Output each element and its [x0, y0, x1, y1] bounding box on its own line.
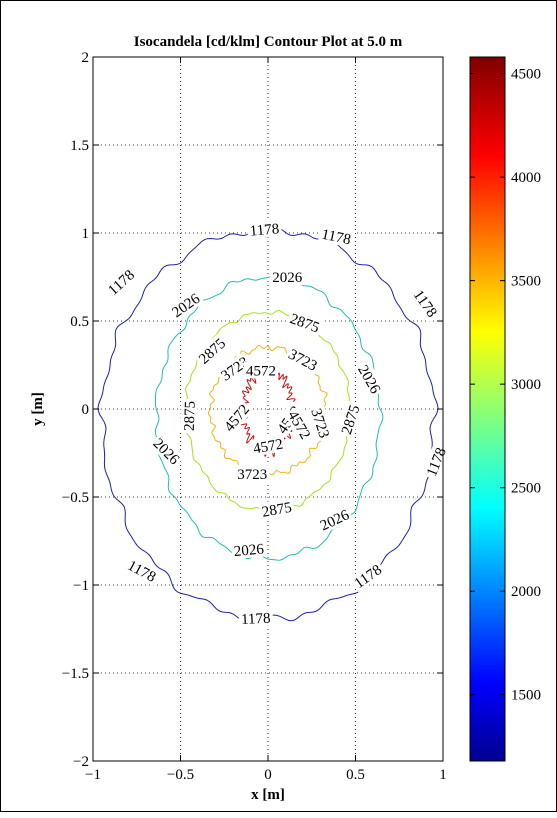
contour-label-bg [231, 539, 267, 560]
contour-label-bg [166, 288, 205, 322]
contour-label-bg [348, 559, 387, 593]
contour-label: 4572 [218, 398, 254, 436]
contour-label-text: 2026 [272, 270, 303, 286]
y-axis: −2 −1.5 −1 −0.5 0 0.5 1 1.5 2 [62, 50, 443, 770]
contour-label-bg [258, 497, 295, 521]
contour-label-bg [123, 554, 162, 586]
colorbar-tick-label: 4000 [511, 170, 541, 186]
contour-label: 1178 [318, 224, 355, 249]
contour-label: 1178 [123, 554, 162, 586]
contour-label: 3723 [284, 343, 323, 375]
contour-label-text: 1178 [249, 221, 280, 240]
contour-label-bg [238, 608, 274, 628]
contour-label-bg [102, 264, 139, 300]
colorbar-tick-label: 3500 [511, 274, 541, 290]
contour-label: 4572 [249, 434, 287, 458]
contour-2026 [154, 273, 384, 561]
contour-label-text: 2026 [233, 541, 265, 560]
contour-label-bg [318, 224, 355, 248]
contour-label-text: 4572 [246, 363, 276, 379]
contour-label-bg [307, 404, 335, 442]
y-tick-label: 2 [82, 50, 90, 66]
contour-label-bg [354, 359, 386, 398]
contour-label-bg [246, 219, 283, 239]
contour-label-text: 1178 [424, 446, 450, 479]
x-tick-label: 0 [264, 767, 272, 783]
y-tick-label: −1 [73, 578, 89, 594]
contour-label-text: 1178 [320, 227, 352, 249]
y-tick-label: −0.5 [62, 490, 89, 506]
y-tick-label: −1.5 [62, 666, 89, 682]
contour-label: 3723 [235, 465, 270, 483]
contour-label: 2026 [166, 288, 205, 322]
contour-label-bg [336, 400, 364, 439]
contour-label-bg [270, 268, 305, 285]
contour-label-bg [249, 434, 287, 457]
contour-label: 2875 [193, 332, 230, 369]
contour-label-bg [284, 405, 316, 444]
colorbar-ticks: 1500 2000 2500 3000 3500 4000 4500 [470, 67, 541, 704]
contour-label-text: 1178 [241, 611, 271, 629]
contour-label: 2875 [286, 308, 324, 337]
x-axis-label: x [m] [251, 787, 285, 803]
contour-label: 1178 [238, 608, 274, 629]
contour-label-text: 3723 [237, 467, 267, 483]
x-tick-label: 0.5 [346, 767, 365, 783]
contour-label: 4572 [244, 361, 278, 379]
x-tick-label: −1 [85, 767, 101, 783]
contour-label-bg [286, 308, 324, 337]
contour-label-text: 2875 [261, 500, 293, 521]
colorbar-tick-label: 4500 [511, 67, 541, 83]
contour-label: 2026 [354, 359, 386, 398]
contour-label: 1178 [409, 284, 443, 322]
x-tick-label: −0.5 [167, 767, 194, 783]
y-tick-label: 0.5 [70, 314, 89, 330]
contour-label-bg [148, 432, 185, 469]
contour-label: 2026 [315, 504, 354, 535]
contour-label-bg [215, 351, 254, 385]
colorbar-tick-label: 2500 [511, 481, 541, 497]
contour-label-bg [218, 398, 254, 436]
colorbar-tick-label: 3000 [511, 377, 541, 393]
y-tick-label: 1 [82, 226, 90, 242]
contour-label: 2875 [179, 398, 199, 434]
contour-label: 2875 [336, 400, 364, 439]
contour-label-text: 2875 [288, 311, 322, 336]
contour-label-bg [235, 465, 270, 483]
contour-label: 2875 [258, 497, 295, 521]
contour-label-bg [315, 504, 354, 535]
contour-label-bg [409, 284, 443, 322]
contour-label: 2026 [231, 539, 267, 560]
colorbar [469, 56, 506, 762]
contour-label-text: 2875 [182, 401, 199, 432]
x-axis: −1 −0.5 0 0.5 1 [85, 57, 447, 783]
y-tick-label: 1.5 [70, 138, 89, 154]
contour-label: 1178 [421, 442, 450, 481]
chart-title: Isocandela [cd/klm] Contour Plot at 5.0 … [134, 34, 403, 50]
contour-label-bg [193, 332, 230, 369]
y-axis-label: y [m] [30, 392, 46, 426]
colorbar-tick-label: 2000 [511, 584, 541, 600]
contour-label-bg [179, 398, 198, 434]
grid [93, 57, 443, 761]
contour-label-bg [284, 343, 323, 375]
x-tick-label: 1 [439, 767, 447, 783]
contour-label: 2026 [148, 432, 185, 469]
contour-label: 1178 [102, 264, 139, 300]
contour-label-text: 2875 [339, 403, 363, 436]
contour-label: 1178 [246, 219, 283, 240]
y-tick-label: −2 [73, 754, 89, 770]
contour-label: 2026 [270, 268, 305, 286]
contour-label-text: 4572 [252, 437, 284, 458]
contour-label-bg [244, 361, 278, 379]
y-tick-label: 0 [82, 402, 90, 418]
contour-1178 [97, 225, 439, 622]
colorbar-tick-label: 1500 [511, 688, 541, 704]
